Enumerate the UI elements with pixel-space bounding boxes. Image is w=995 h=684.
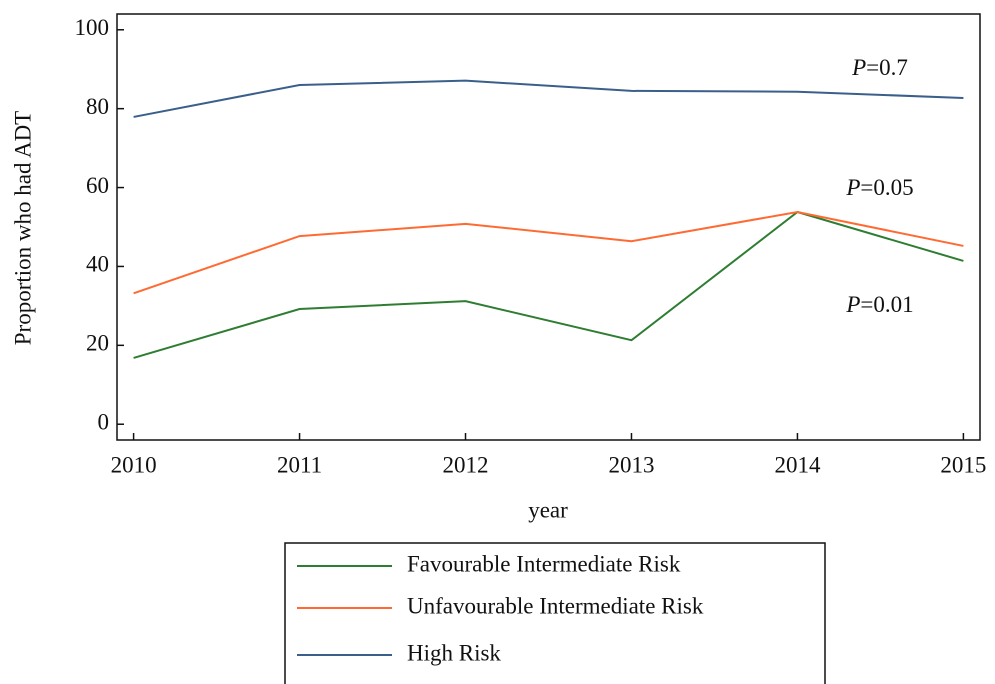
series-line (133, 79, 964, 118)
annotation: P=0.05 (845, 175, 913, 200)
x-tick-label: 2013 (608, 452, 654, 477)
y-axis-label: Proportion who had ADT (10, 111, 35, 345)
series-line (133, 210, 964, 295)
y-tick-label: 60 (86, 173, 109, 198)
legend-label: Favourable Intermediate Risk (407, 551, 681, 576)
x-tick-label: 2010 (111, 452, 157, 477)
x-tick-label: 2014 (774, 452, 821, 477)
y-tick-label: 20 (86, 331, 109, 356)
legend-label: Unfavourable Intermediate Risk (407, 593, 704, 618)
y-tick-label: 0 (98, 410, 110, 435)
annotation: P=0.7 (851, 55, 908, 80)
x-axis-label: year (528, 497, 568, 522)
plot-frame (116, 13, 981, 441)
x-tick-label: 2012 (443, 452, 489, 477)
y-tick-label: 80 (86, 94, 109, 119)
annotation: P=0.01 (845, 292, 913, 317)
y-tick-label: 40 (86, 252, 109, 277)
legend-label: High Risk (407, 640, 501, 665)
y-tick-label: 100 (75, 15, 110, 40)
series-line (133, 210, 964, 359)
x-tick-label: 2015 (940, 452, 986, 477)
x-tick-label: 2011 (277, 452, 322, 477)
